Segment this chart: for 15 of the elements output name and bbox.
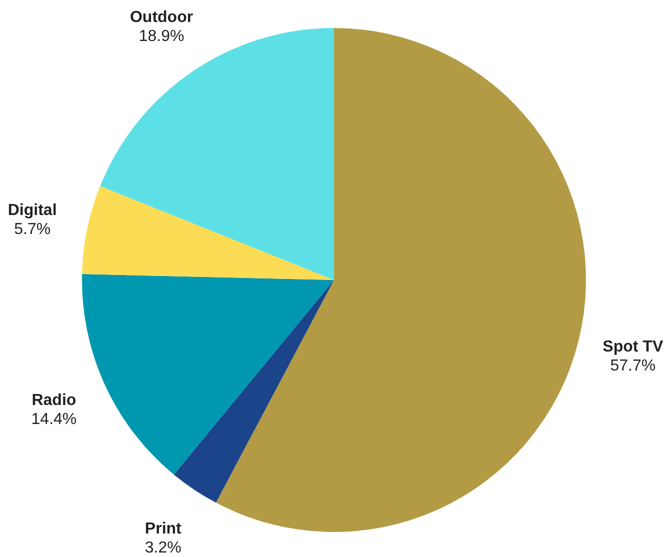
slice-label: Spot TV — [602, 338, 664, 356]
slice-label: Radio — [32, 392, 76, 410]
data-label: 3.2% — [144, 539, 182, 556]
pie-slice — [100, 28, 334, 280]
data-label: 18.9% — [138, 28, 184, 45]
slice-label: Print — [144, 520, 182, 538]
pie-slice — [174, 280, 334, 503]
pie-slice — [82, 274, 334, 475]
data-label: 57.7% — [610, 357, 656, 374]
pie-slice — [216, 28, 586, 532]
data-label: 5.7% — [14, 220, 51, 238]
slice-label: Outdoor — [130, 8, 194, 26]
data-label: 14.4% — [31, 411, 77, 428]
pie-slice — [82, 186, 334, 280]
slice-label: Digital — [8, 202, 57, 219]
